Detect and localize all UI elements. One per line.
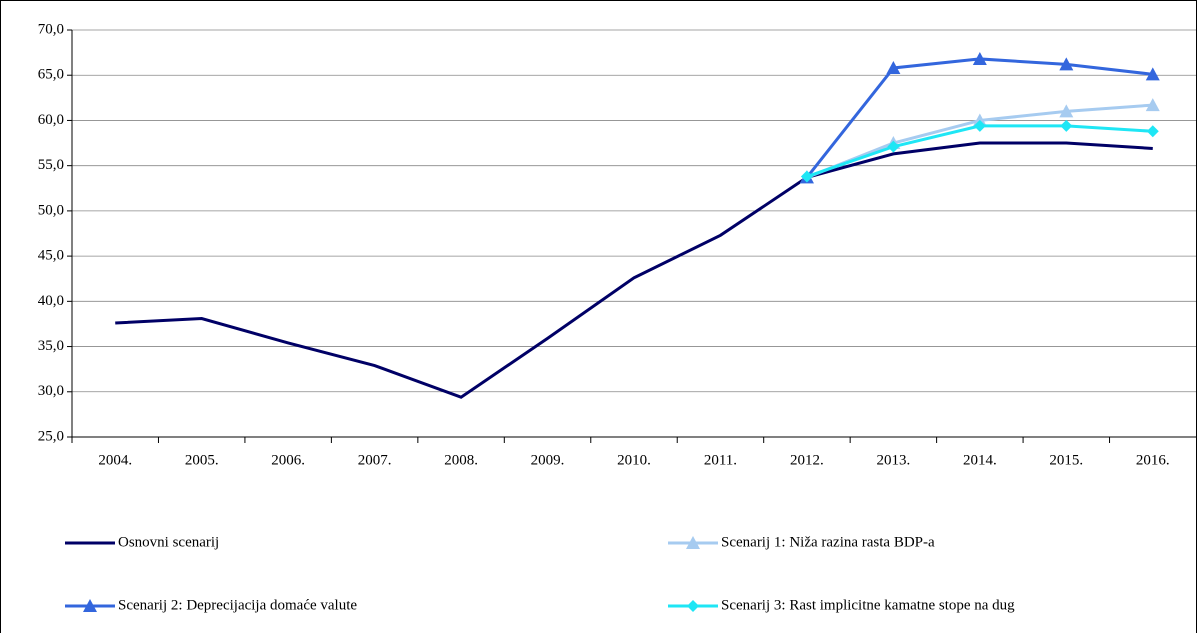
marker	[1059, 104, 1074, 118]
x-tick-label: 2014.	[963, 452, 997, 468]
marker	[886, 60, 901, 74]
series-line	[115, 141, 1153, 399]
y-tick-label: 30,0	[38, 383, 64, 399]
legend-label: Osnovni scenarij	[118, 534, 219, 550]
x-tick-label: 2010.	[617, 452, 651, 468]
y-tick-label: 50,0	[38, 202, 64, 218]
legend-label: Scenarij 2: Deprecijacija domaće valute	[118, 597, 357, 613]
y-tick-label: 35,0	[38, 338, 64, 354]
x-tick-label: 2013.	[877, 452, 911, 468]
x-tick-label: 2008.	[444, 452, 478, 468]
x-tick-label: 2005.	[185, 452, 219, 468]
x-tick-label: 2015.	[1049, 452, 1083, 468]
y-tick-label: 55,0	[38, 157, 64, 173]
x-tick-label: 2016.	[1136, 452, 1170, 468]
marker	[1145, 98, 1160, 112]
marker	[973, 119, 986, 132]
y-tick-label: 45,0	[38, 248, 64, 264]
marker	[887, 140, 900, 153]
marker	[1060, 119, 1073, 132]
legend-label: Scenarij 3: Rast implicitne kamatne stop…	[721, 597, 1015, 613]
marker	[1059, 57, 1074, 71]
x-tick-label: 2011.	[704, 452, 737, 468]
y-tick-label: 40,0	[38, 293, 64, 309]
y-tick-label: 60,0	[38, 112, 64, 128]
x-tick-label: 2007.	[358, 452, 392, 468]
x-tick-label: 2012.	[790, 452, 824, 468]
marker	[800, 170, 813, 183]
marker	[1146, 125, 1159, 138]
y-tick-label: 25,0	[38, 428, 64, 444]
marker	[686, 536, 700, 549]
marker	[687, 600, 699, 612]
y-tick-label: 65,0	[38, 67, 64, 83]
marker	[1145, 67, 1160, 81]
x-tick-label: 2009.	[531, 452, 565, 468]
marker	[972, 51, 987, 65]
x-tick-label: 2006.	[271, 452, 305, 468]
x-tick-label: 2004.	[98, 452, 132, 468]
marker	[83, 599, 97, 612]
y-tick-label: 70,0	[38, 21, 64, 37]
legend-label: Scenarij 1: Niža razina rasta BDP-a	[721, 534, 935, 550]
